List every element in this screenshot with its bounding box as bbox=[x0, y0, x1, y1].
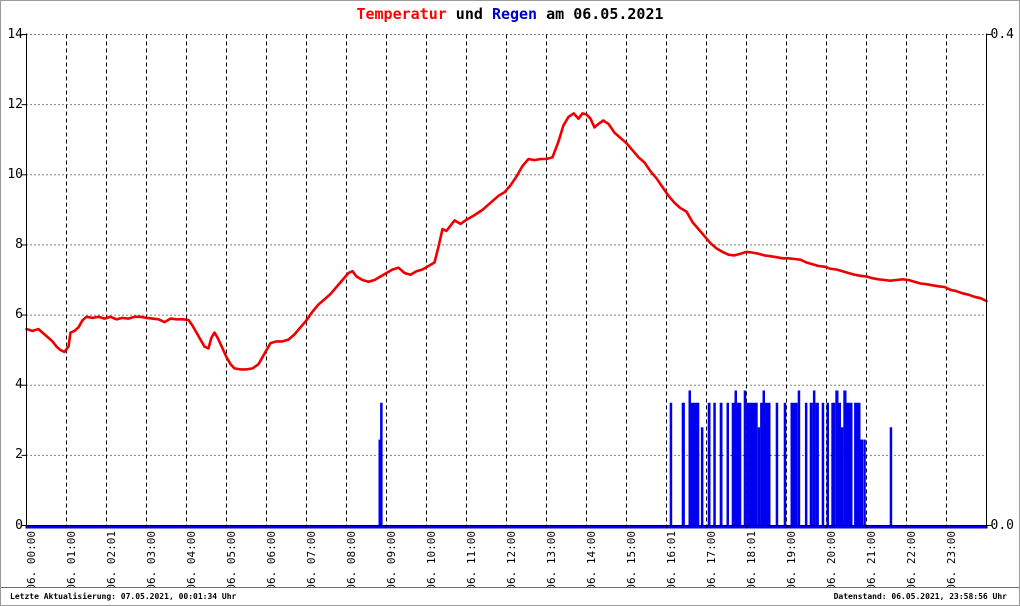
y-tick-label-left: 10 bbox=[7, 166, 23, 182]
x-tick-label: 06. 03:00 bbox=[144, 531, 158, 591]
x-tick-label: 06. 19:00 bbox=[784, 531, 798, 591]
rain-bar bbox=[743, 390, 747, 526]
x-tick-label: 06. 11:00 bbox=[464, 531, 478, 591]
x-tick-label: 06. 18:01 bbox=[744, 531, 758, 591]
rain-bar bbox=[809, 402, 813, 526]
x-tick-label: 06. 16:01 bbox=[664, 531, 678, 591]
rain-bar bbox=[713, 402, 716, 526]
rain-bar bbox=[726, 402, 729, 526]
x-tick-label: 06. 10:00 bbox=[424, 531, 438, 591]
chart-canvas bbox=[21, 33, 992, 529]
y-tick-label-left: 12 bbox=[7, 96, 23, 112]
axes bbox=[21, 33, 992, 529]
rain-bar bbox=[378, 439, 381, 526]
rain-bar bbox=[736, 402, 742, 526]
title-regen: Regen bbox=[491, 5, 538, 23]
x-tick-label: 06. 08:00 bbox=[344, 531, 358, 591]
rain-bar bbox=[775, 402, 779, 526]
x-tick-label: 06. 14:00 bbox=[584, 531, 598, 591]
rain-bar bbox=[688, 390, 691, 526]
plot-area: 0 2 4 6 8 10 12 14 0.4 0.0 06. 00:00 06. 01:00 06. 0… bbox=[1, 1, 1019, 591]
y-tick-label-left: 8 bbox=[15, 236, 23, 252]
rain-bar bbox=[669, 402, 673, 526]
temperature-line bbox=[25, 112, 988, 371]
chart-title: Temperatur und Regen am 06.05.2021 bbox=[1, 5, 1019, 23]
x-tick-label: 06. 07:00 bbox=[304, 531, 318, 591]
y-tick-label-left: 14 bbox=[7, 26, 23, 42]
rain-bars bbox=[378, 390, 893, 526]
rain-bar bbox=[831, 402, 836, 526]
rain-bar bbox=[863, 439, 866, 526]
rain-bar bbox=[700, 427, 704, 526]
rain-bar bbox=[812, 390, 816, 526]
rain-bar bbox=[843, 390, 847, 526]
x-tick-label: 06. 05:00 bbox=[224, 531, 238, 591]
y-tick-label-left: 2 bbox=[15, 447, 23, 463]
rain-bar bbox=[731, 402, 735, 526]
rain-bar bbox=[380, 402, 383, 526]
x-tick-label: 06. 04:00 bbox=[184, 531, 198, 591]
rain-bar bbox=[860, 439, 863, 526]
rain-bar bbox=[734, 390, 737, 526]
x-tick-label: 06. 09:00 bbox=[384, 531, 398, 591]
rain-bar bbox=[838, 402, 841, 526]
rain-bar bbox=[889, 427, 893, 526]
y-tick-label-right: 0.0 bbox=[990, 517, 1014, 533]
x-tick-label: 06. 12:00 bbox=[504, 531, 518, 591]
rain-bar bbox=[815, 402, 819, 526]
x-tick-label: 06. 06:00 bbox=[264, 531, 278, 591]
rain-bar bbox=[854, 402, 861, 526]
x-tick-label: 06. 00:00 bbox=[24, 531, 38, 591]
title-temperatur: Temperatur bbox=[356, 5, 447, 23]
rain-bar bbox=[764, 402, 771, 526]
x-tick-label: 06. 21:00 bbox=[864, 531, 878, 591]
rain-bar bbox=[840, 427, 844, 526]
y-tick-label-right: 0.4 bbox=[990, 26, 1014, 42]
x-tick-label: 06. 23:00 bbox=[944, 531, 958, 591]
rain-bar bbox=[846, 402, 853, 526]
rain-bar bbox=[804, 402, 808, 526]
x-tick-label: 06. 20:00 bbox=[824, 531, 838, 591]
rain-bar bbox=[746, 402, 758, 526]
title-und: und bbox=[446, 5, 492, 23]
rain-bar bbox=[690, 402, 700, 526]
rain-bar bbox=[757, 427, 761, 526]
rain-bar bbox=[826, 402, 829, 526]
rain-bar bbox=[835, 390, 839, 526]
x-tick-label: 06. 15:00 bbox=[624, 531, 638, 591]
rain-bar bbox=[790, 402, 798, 526]
y-tick-label-left: 0 bbox=[15, 517, 23, 533]
title-date: am 06.05.2021 bbox=[537, 5, 664, 23]
y-tick-label-left: 6 bbox=[15, 307, 23, 323]
y-tick-label-left: 4 bbox=[15, 377, 23, 393]
rain-bar bbox=[760, 402, 763, 526]
x-tick-label: 06. 17:00 bbox=[704, 531, 718, 591]
data-state-text: Datenstand: 06.05.2021, 23:58:56 Uhr bbox=[833, 592, 1007, 601]
status-bar: Letzte Aktualisierung: 07.05.2021, 00:01… bbox=[1, 587, 1019, 605]
rain-bar bbox=[821, 402, 825, 526]
x-tick-label: 06. 22:00 bbox=[904, 531, 918, 591]
rain-bar bbox=[719, 402, 723, 526]
x-tick-label: 06. 13:00 bbox=[544, 531, 558, 591]
rain-bar bbox=[681, 402, 685, 526]
last-update-text: Letzte Aktualisierung: 07.05.2021, 00:01… bbox=[10, 592, 237, 601]
rain-bar bbox=[762, 390, 765, 526]
rain-bar bbox=[797, 390, 801, 526]
x-tick-label: 06. 02:01 bbox=[104, 531, 118, 591]
x-tick-label: 06. 01:00 bbox=[64, 531, 78, 591]
rain-bar bbox=[707, 402, 711, 526]
rain-bar bbox=[783, 402, 787, 526]
